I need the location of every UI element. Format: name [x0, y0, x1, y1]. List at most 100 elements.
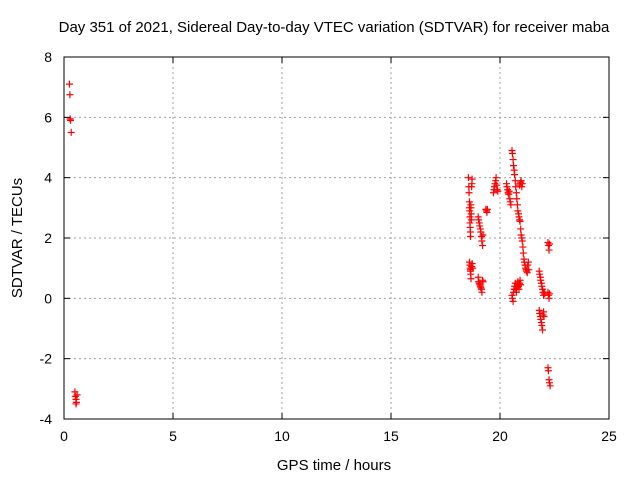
- data-point: [479, 278, 487, 286]
- data-point: [519, 243, 527, 251]
- data-point: [507, 201, 515, 209]
- y-tick-label: 2: [44, 230, 52, 246]
- data-point: [468, 260, 476, 268]
- grid-lines: [64, 57, 609, 419]
- data-point: [539, 311, 547, 319]
- data-point: [66, 91, 74, 99]
- data-point: [465, 198, 473, 206]
- data-point: [469, 264, 477, 272]
- data-point: [546, 382, 554, 390]
- data-point: [537, 315, 545, 323]
- data-point: [538, 321, 546, 329]
- data-point: [539, 326, 547, 334]
- data-point: [477, 284, 485, 292]
- data-point: [493, 186, 501, 194]
- y-axis: -4 -2 0 2 4 6 8: [40, 49, 609, 427]
- data-point: [537, 276, 545, 284]
- data-point: [525, 266, 533, 274]
- data-point: [545, 246, 553, 254]
- data-point: [506, 198, 514, 206]
- data-point: [518, 237, 526, 245]
- x-axis-label: GPS time / hours: [277, 457, 391, 474]
- data-point: [467, 232, 475, 240]
- data-point: [475, 216, 483, 224]
- data-point: [544, 291, 552, 299]
- data-point: [479, 242, 487, 250]
- data-point: [478, 237, 486, 245]
- data-point: [508, 294, 516, 302]
- data-point: [467, 275, 475, 283]
- x-axis: 0 5 10 15 20 25: [60, 57, 617, 444]
- y-tick-label: 8: [44, 49, 52, 65]
- data-point: [524, 261, 532, 269]
- data-point: [467, 210, 475, 218]
- data-point: [524, 258, 532, 266]
- data-point: [509, 297, 517, 305]
- data-point: [515, 285, 523, 293]
- data-point: [67, 128, 75, 136]
- data-point: [536, 309, 544, 317]
- data-points: [65, 80, 554, 408]
- x-tick-label: 10: [274, 428, 290, 444]
- data-point: [67, 116, 75, 124]
- data-point: [466, 213, 474, 221]
- y-tick-label: -4: [40, 411, 53, 427]
- y-tick-label: 0: [44, 290, 52, 306]
- data-point: [464, 174, 472, 182]
- data-point: [72, 400, 80, 408]
- data-point: [517, 281, 525, 289]
- data-point: [483, 205, 491, 213]
- data-point: [503, 183, 511, 191]
- data-point: [518, 180, 526, 188]
- data-point: [508, 150, 516, 158]
- data-point: [467, 204, 475, 212]
- data-point: [517, 231, 525, 239]
- data-point: [504, 189, 512, 197]
- data-point: [517, 177, 525, 185]
- data-point: [505, 187, 513, 195]
- y-tick-label: 4: [44, 170, 52, 186]
- y-axis-label: SDTVAR / TECUs: [9, 178, 26, 298]
- data-point: [511, 171, 519, 179]
- x-tick-label: 20: [492, 428, 508, 444]
- data-point: [479, 231, 487, 239]
- data-point: [538, 282, 546, 290]
- data-point: [515, 213, 523, 221]
- data-point: [513, 195, 521, 203]
- data-point: [466, 207, 474, 215]
- data-point: [519, 249, 527, 257]
- data-point: [544, 242, 552, 250]
- data-point: [510, 162, 518, 170]
- data-point: [465, 189, 473, 197]
- data-point: [536, 270, 544, 278]
- data-point: [545, 379, 553, 387]
- x-tick-label: 0: [60, 428, 68, 444]
- data-point: [540, 312, 548, 320]
- data-point: [468, 175, 476, 183]
- data-point: [494, 187, 502, 195]
- x-tick-label: 25: [601, 428, 617, 444]
- x-tick-label: 15: [383, 428, 399, 444]
- data-point: [512, 189, 520, 197]
- data-point: [513, 201, 521, 209]
- data-point: [476, 281, 484, 289]
- y-tick-label: -2: [40, 351, 53, 367]
- data-point: [544, 367, 552, 375]
- data-point: [514, 207, 522, 215]
- data-point: [516, 217, 524, 225]
- x-tick-label: 5: [169, 428, 177, 444]
- data-point: [65, 80, 73, 88]
- data-point: [467, 216, 475, 224]
- data-point: [478, 288, 486, 296]
- data-point: [73, 391, 81, 399]
- data-point: [511, 177, 519, 185]
- y-tick-label: 6: [44, 109, 52, 125]
- data-point: [509, 156, 517, 164]
- chart-title: Day 351 of 2021, Sidereal Day-to-day VTE…: [59, 19, 610, 36]
- data-point: [516, 276, 524, 284]
- data-point: [492, 174, 500, 182]
- data-point: [545, 240, 553, 248]
- data-point: [523, 269, 531, 277]
- data-point: [545, 290, 553, 298]
